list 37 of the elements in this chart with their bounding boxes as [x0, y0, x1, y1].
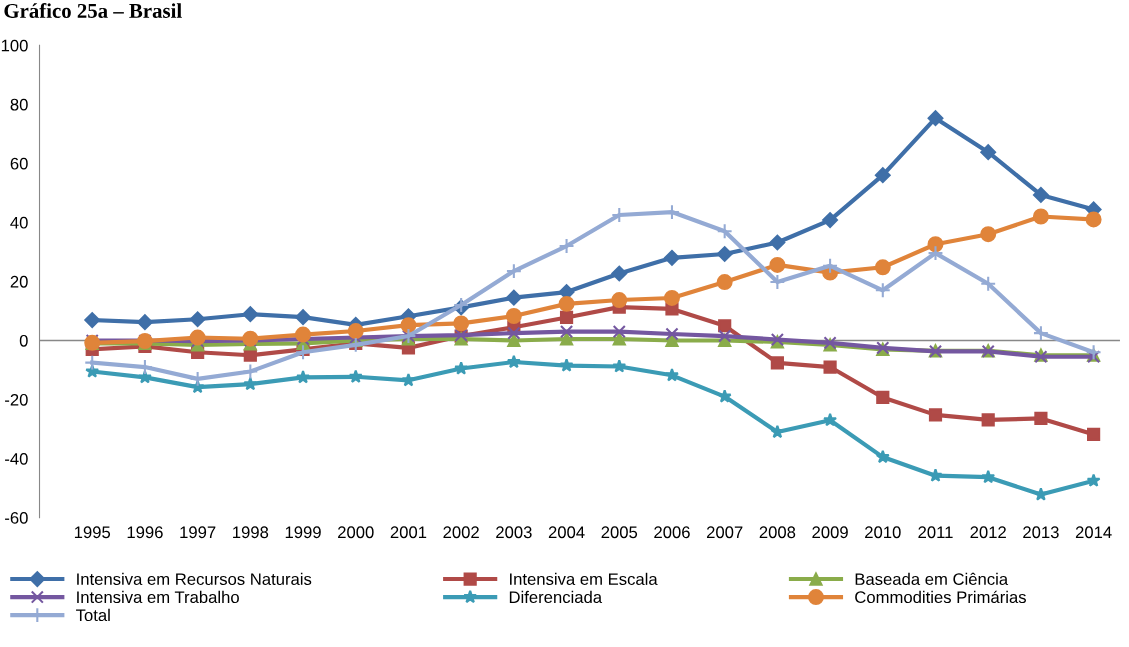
- y-tick-label: -40: [5, 452, 28, 465]
- legend-label: Baseada em Ciência: [855, 572, 1009, 586]
- x-tick-label: 2000: [338, 526, 374, 539]
- x-tick-label: 2002: [443, 526, 479, 539]
- legend-label: Diferenciada: [509, 590, 603, 604]
- x-tick-label: 2004: [548, 526, 585, 539]
- x-tick-label: 1996: [127, 526, 163, 539]
- y-tick-label: 100: [1, 39, 28, 52]
- x-tick-label: 2011: [918, 526, 953, 539]
- legend-label: Intensiva em Trabalho: [77, 590, 239, 604]
- y-tick-label: 60: [10, 157, 28, 170]
- x-tick-label: 2006: [654, 526, 690, 539]
- x-tick-label: 2005: [601, 526, 638, 539]
- legend-label: Intensiva em Recursos Naturais: [77, 572, 312, 586]
- x-tick-label: 1995: [74, 526, 111, 539]
- legend-label: Total: [76, 608, 110, 622]
- y-tick-label: -20: [5, 393, 28, 406]
- y-tick-label: 20: [10, 275, 28, 288]
- y-tick-label: 40: [10, 216, 28, 229]
- y-tick-label: -60: [5, 512, 28, 524]
- x-tick-label: 2001: [390, 526, 427, 539]
- x-tick-label: 1997: [180, 526, 216, 539]
- x-tick-label: 1999: [285, 526, 321, 539]
- x-tick-label: 2010: [865, 526, 901, 539]
- y-tick-label: 80: [10, 98, 28, 111]
- x-tick-label: 2003: [496, 526, 532, 539]
- legend-label: Commodities Primárias: [855, 590, 1026, 604]
- x-tick-label: 2013: [1023, 526, 1059, 539]
- x-tick-label: 1998: [233, 526, 269, 539]
- chart-title: Gráfico 25a – Brasil: [4, 3, 182, 18]
- y-tick-label: 0: [19, 334, 28, 347]
- x-tick-label: 2012: [970, 526, 1006, 539]
- x-tick-label: 2007: [706, 526, 743, 539]
- x-tick-label: 2014: [1075, 526, 1112, 539]
- x-tick-label: 2009: [812, 526, 848, 539]
- x-tick-label: 2008: [759, 526, 796, 539]
- legend-label: Intensiva em Escala: [510, 572, 658, 586]
